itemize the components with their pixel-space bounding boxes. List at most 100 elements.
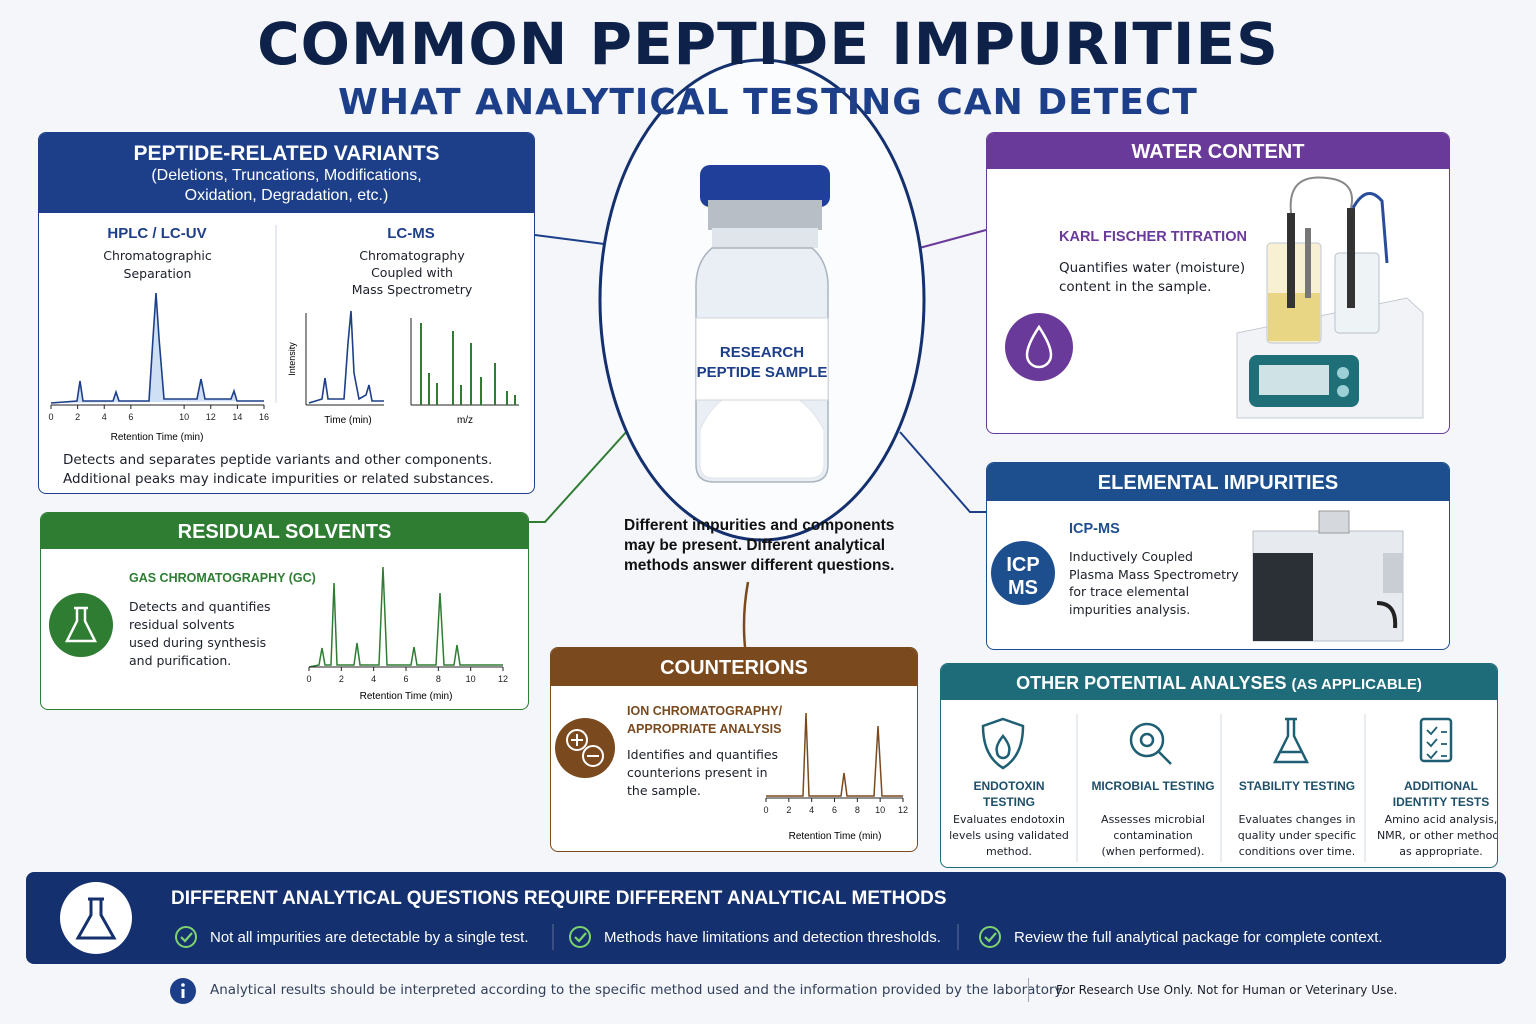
analysis-desc: Assesses microbial contamination (when per… [1085,812,1221,860]
decoration [991,541,1055,605]
tick-label: 2 [786,805,791,815]
decoration [1139,732,1155,748]
decoration [1259,365,1329,395]
text-line: Oxidation, Degradation, etc.) [184,187,389,204]
solvents-chart: 0 2 4 6 8 10 12 Retention Time (min) [49,566,508,702]
axis-label: m/z [457,415,473,426]
decoration [181,989,185,998]
text-line: Coupled with [371,265,453,280]
title: COMMON PEPTIDE IMPURITIES [257,10,1279,78]
text-line: and purification. [129,653,232,668]
tick-label: 0 [48,412,53,422]
tick-label: 2 [75,412,80,422]
tick-label: 12 [206,412,216,422]
vial-label: RESEARCH [720,344,804,361]
panel-title: OTHER POTENTIAL ANALYSES [1016,673,1287,693]
footer-disclaimer: For Research Use Only. Not for Human or … [1056,983,1398,997]
method-desc: Inductively Coupled Plasma Mass Spectrome… [1069,548,1239,618]
decoration [981,714,1453,862]
decoration [1337,385,1349,397]
badge-text: ICP [1006,554,1039,576]
panel-title: PEPTIDE-RELATED VARIANTS [133,142,440,165]
analysis-item: STABILITY TESTING Evaluates changes in qua… [1229,778,1365,860]
decoration [995,733,1011,760]
method-name: LC-MS [387,225,435,242]
decoration [555,718,615,778]
method-name: HPLC / LC-UV [107,225,206,242]
banner-icons: Not all impurities are detectable by a s… [60,882,1383,954]
tick-label: 6 [403,674,408,684]
text-line: Additional peaks may indicate impurities… [63,471,494,487]
decoration [1347,208,1355,308]
decoration [742,581,750,648]
text-line: Identifies and quantifies [627,747,779,762]
decoration [766,712,903,797]
decoration [1005,313,1073,381]
counterions-panel: COUNTERIONS 0 2 4 6 8 10 12 Retention Time (mi… [550,647,918,852]
text-line: Amino acid analysis, [1384,813,1498,826]
analysis-item: ENDOTOXIN TESTING Evaluates endotoxin level… [941,778,1077,860]
decoration [308,566,503,668]
check-icon [984,932,997,943]
decoration [712,228,818,248]
analysis-name: STABILITY TESTING [1229,778,1365,812]
tick-label: 16 [259,412,269,422]
water-illustration [1005,176,1424,419]
text-line: Chromatographic [103,248,212,263]
banner-point: Methods have limitations and detection t… [604,929,941,946]
text-line: TESTING [982,795,1035,809]
banner: Not all impurities are detectable by a s… [26,872,1506,964]
other-icons [981,714,1453,862]
text-line: used during synthesis [129,635,267,650]
decoration [1337,367,1349,379]
decoration [695,317,829,401]
decoration [899,431,986,513]
axis-label: Time (min) [324,415,371,426]
decoration [571,734,583,746]
text-line: ENDOTOXIN [973,779,1045,793]
text-line: residual solvents [129,617,235,632]
counterions-chart: 0 2 4 6 8 10 12 Retention Time (min) [555,712,908,842]
text-line: the sample. [627,783,701,798]
text-line: counterions present in [627,765,768,780]
text-line: NMR, or other methods [1376,829,1498,842]
decoration [1025,324,1053,369]
axis-label: Retention Time (min) [360,691,453,702]
tick-label: 10 [875,805,885,815]
text-line: Evaluates endotoxin [953,813,1065,826]
text-line: Evaluates changes in [1238,813,1356,826]
decoration [181,983,185,987]
text-line: methods answer different questions. [624,557,895,574]
decoration [1376,601,1398,629]
check-icon [574,932,587,943]
footer-note: Analytical results should be interpreted… [210,982,1065,998]
decoration [1351,192,1389,264]
decoration [566,729,588,751]
decoration [534,234,613,246]
panel-title: WATER CONTENT [987,133,1449,169]
variants-charts: HPLC / LC-UV 0 2 4 6 10 12 14 16 Retention Time… [48,225,519,443]
analysis-name: ADDITIONAL IDENTITY TESTS [1373,778,1497,812]
tick-group: 0 2 4 6 10 12 14 16 [48,405,269,422]
text-line: Detects and separates peptide variants a… [63,452,493,468]
method-desc: Chromatography Coupled with Mass Spectrome… [339,247,485,298]
panel-subtitle: (Deletions, Truncations, Modifications, O… [39,166,534,206]
tick-label: 6 [128,412,133,422]
check-icon [569,926,591,948]
other-items: ENDOTOXIN TESTING Evaluates endotoxin level… [941,778,1498,867]
text-line: contamination [1113,829,1193,842]
text-line: conditions over time. [1238,845,1356,858]
variants-panel: PEPTIDE-RELATED VARIANTS (Deletions, Tru… [38,132,535,494]
text-line: Separation [123,266,192,281]
decoration [529,429,629,523]
elemental-illustration: ICP MS [991,510,1404,642]
decoration [1334,252,1380,334]
method-name: ION CHROMATOGRAPHY/APPROPRIATE ANALYSIS [627,702,782,738]
decoration [1289,176,1353,214]
tick-label: 4 [102,412,107,422]
decoration [64,606,98,643]
axis-label: Retention Time (min) [111,432,204,443]
analysis-desc: Amino acid analysis, NMR, or other method… [1373,812,1498,860]
vial-caption: Different impurities and components may b… [624,516,894,576]
